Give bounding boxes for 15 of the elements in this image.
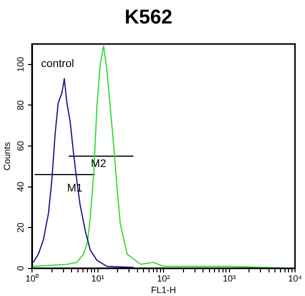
- annotation: control: [41, 58, 74, 70]
- x-tick-label: 10⁴: [288, 273, 302, 284]
- x-tick-label: 10⁰: [25, 273, 39, 284]
- y-tick-label: 40: [15, 182, 26, 192]
- x-tick-label: 10²: [156, 273, 170, 284]
- x-axis-title: FL1-H: [150, 285, 176, 296]
- x-tick-label: 10³: [222, 273, 236, 284]
- y-tick-label: 80: [15, 100, 26, 110]
- y-axis-title: Counts: [2, 141, 12, 170]
- y-tick-label: 20: [15, 222, 26, 233]
- y-tick-label: 100: [15, 56, 26, 72]
- chart-title: K562: [124, 6, 172, 29]
- y-tick-label: 0: [15, 266, 26, 271]
- x-tick-label: 10¹: [91, 273, 104, 284]
- y-tick-label: 60: [15, 140, 26, 152]
